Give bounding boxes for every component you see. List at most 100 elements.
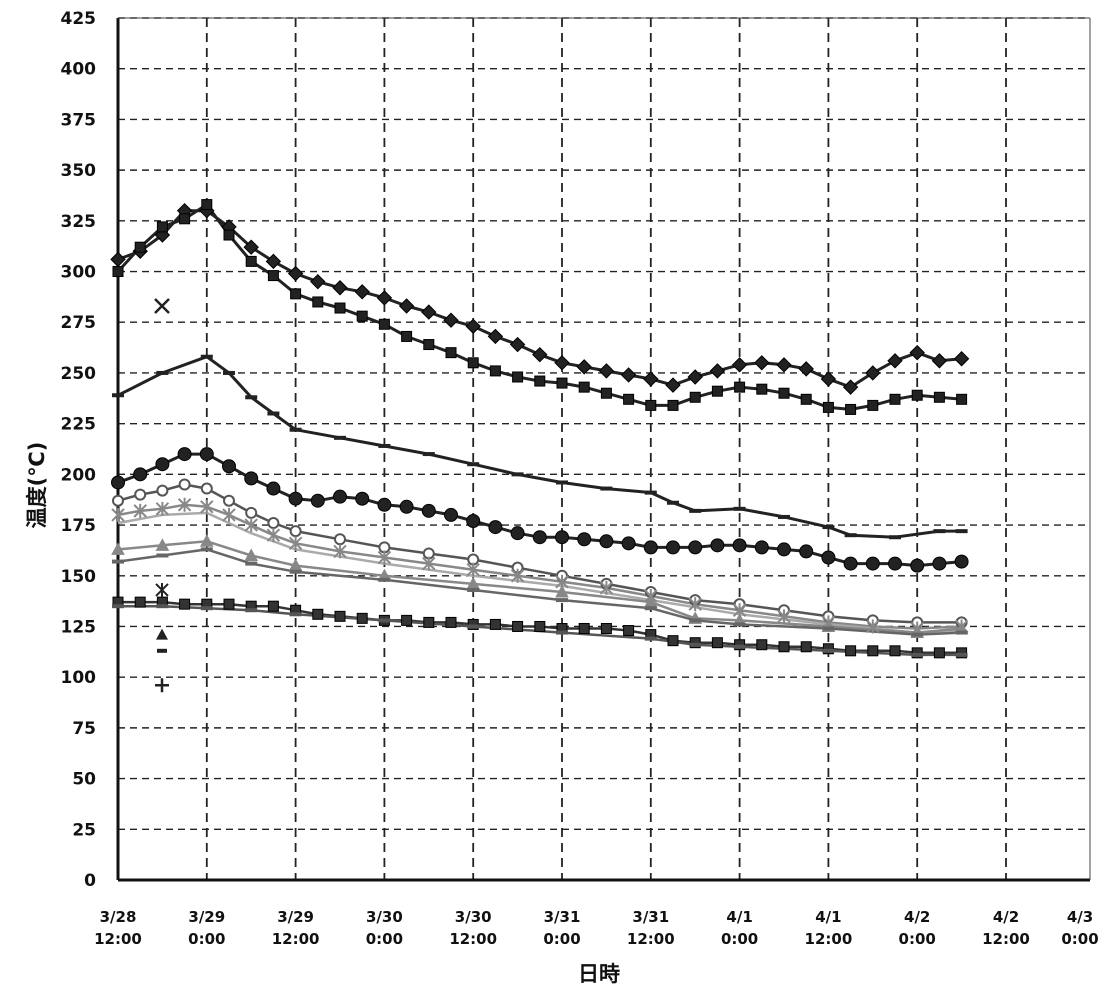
x-tick-label: 3/28 12:00 bbox=[94, 908, 142, 948]
data-point bbox=[889, 645, 901, 657]
data-point bbox=[111, 475, 125, 490]
data-point bbox=[842, 379, 859, 395]
data-point bbox=[777, 542, 791, 557]
data-point bbox=[401, 614, 413, 626]
data-point bbox=[534, 375, 546, 387]
data-point bbox=[733, 644, 746, 649]
data-point bbox=[356, 612, 368, 624]
data-point bbox=[266, 528, 281, 543]
data-point bbox=[511, 472, 524, 477]
data-point bbox=[643, 371, 659, 387]
data-point bbox=[889, 393, 901, 405]
data-point bbox=[466, 514, 481, 529]
series-markers bbox=[110, 199, 970, 659]
y-tick-label: 75 bbox=[72, 719, 96, 739]
data-point bbox=[334, 302, 346, 314]
data-point bbox=[931, 353, 948, 369]
data-point bbox=[800, 393, 812, 405]
data-point bbox=[888, 556, 902, 571]
y-tick-label: 300 bbox=[61, 263, 97, 283]
y-tick-label: 425 bbox=[61, 9, 97, 29]
data-point bbox=[709, 363, 726, 379]
data-point bbox=[421, 304, 437, 320]
data-point bbox=[845, 403, 857, 415]
x-tick-date: 4/2 bbox=[904, 908, 930, 926]
x-tick-label: 4/3 0:00 bbox=[1061, 908, 1098, 948]
y-tick-label: 100 bbox=[61, 668, 97, 688]
data-point bbox=[777, 609, 791, 624]
data-point bbox=[600, 622, 612, 634]
data-point bbox=[401, 330, 413, 342]
data-point bbox=[156, 221, 168, 233]
y-axis-tick-labels: 0 25 50 75 100 125 150 175 200 225 250 275 300 325 350… bbox=[61, 9, 97, 891]
data-point bbox=[112, 559, 124, 564]
data-point bbox=[354, 284, 370, 300]
data-point bbox=[665, 377, 681, 393]
x-tick-label: 3/29 12:00 bbox=[272, 908, 320, 948]
y-tick-label: 25 bbox=[72, 820, 96, 840]
data-point bbox=[312, 296, 324, 308]
x-tick-date: 3/30 bbox=[455, 908, 492, 926]
data-point bbox=[267, 600, 279, 612]
data-point bbox=[822, 401, 834, 413]
data-point bbox=[756, 639, 768, 651]
x-tick-date: 3/31 bbox=[632, 908, 669, 926]
data-point bbox=[155, 538, 170, 551]
data-point bbox=[223, 229, 235, 241]
data-point bbox=[222, 459, 236, 474]
data-point bbox=[289, 427, 302, 432]
x-axis-title: 日時 bbox=[578, 962, 620, 986]
x-tick-date: 4/1 bbox=[726, 908, 752, 926]
data-point bbox=[554, 355, 570, 371]
data-point bbox=[512, 371, 524, 383]
data-point bbox=[734, 381, 746, 393]
data-point bbox=[865, 365, 881, 381]
legend-symbols bbox=[154, 298, 170, 693]
data-point bbox=[956, 393, 968, 405]
x-tick-time: 0:00 bbox=[366, 930, 403, 948]
data-point bbox=[556, 480, 568, 485]
data-point bbox=[377, 550, 392, 565]
data-point bbox=[244, 548, 259, 561]
x-tick-time: 0:00 bbox=[721, 930, 758, 948]
data-point bbox=[155, 501, 170, 516]
data-point bbox=[710, 538, 725, 553]
data-point bbox=[267, 411, 280, 416]
data-point bbox=[266, 481, 281, 496]
data-point bbox=[778, 387, 790, 399]
data-point bbox=[956, 647, 968, 659]
x-tick-date: 3/31 bbox=[544, 908, 581, 926]
x-tick-date: 4/1 bbox=[815, 908, 841, 926]
x-tick-date: 3/29 bbox=[277, 908, 314, 926]
x-tick-time: 12:00 bbox=[94, 930, 142, 948]
x-tick-date: 3/29 bbox=[188, 908, 225, 926]
data-point bbox=[911, 652, 924, 657]
data-point bbox=[843, 556, 858, 571]
data-point bbox=[600, 486, 613, 491]
data-point bbox=[556, 630, 568, 635]
data-point bbox=[288, 491, 303, 506]
data-point bbox=[689, 642, 702, 647]
data-point bbox=[577, 532, 592, 547]
x-tick-time: 0:00 bbox=[188, 930, 225, 948]
data-point bbox=[111, 542, 125, 555]
data-point bbox=[423, 339, 435, 351]
data-point bbox=[133, 467, 148, 482]
data-point bbox=[112, 393, 124, 398]
data-point bbox=[310, 273, 326, 290]
x-tick-label: 4/1 12:00 bbox=[805, 908, 853, 948]
data-point bbox=[687, 369, 703, 385]
y-tick-label: 150 bbox=[61, 567, 97, 587]
data-point bbox=[645, 399, 657, 411]
x-tick-time: 12:00 bbox=[982, 930, 1030, 948]
data-point bbox=[887, 353, 903, 369]
x-tick-time: 12:00 bbox=[627, 930, 675, 948]
data-point bbox=[756, 383, 768, 395]
data-point bbox=[954, 554, 969, 569]
data-point bbox=[334, 435, 346, 440]
data-point bbox=[223, 598, 235, 610]
data-point bbox=[556, 598, 568, 603]
data-point bbox=[689, 637, 701, 649]
gridlines bbox=[118, 17, 1090, 880]
data-point bbox=[911, 647, 923, 659]
